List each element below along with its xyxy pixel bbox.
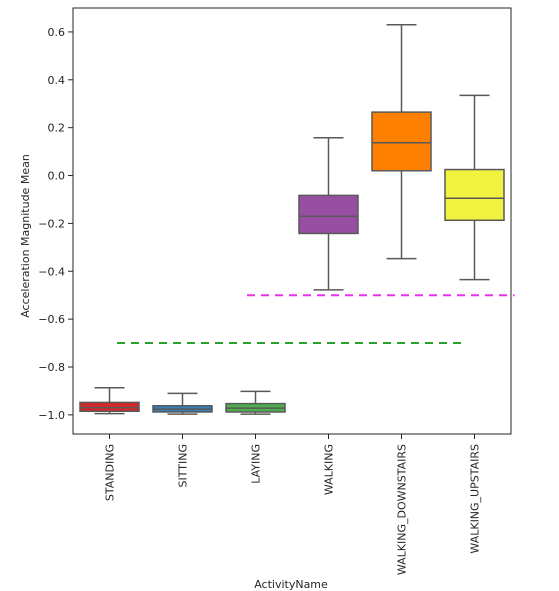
y-tick-label: −0.6 [38,313,65,326]
y-axis: 0.6 0.4 0.2 0.0 −0.2 −0.4 −0.6 −0.8 −1.0 [38,26,73,422]
y-tick-label: 0.4 [48,74,66,87]
y-tick-label: −1.0 [38,409,65,422]
box-standing [79,387,140,415]
y-tick-label: 0.0 [48,170,66,183]
x-axis-label: ActivityName [254,578,328,591]
y-tick-label: 0.2 [48,122,66,135]
plot-area [72,7,512,435]
x-axis: STANDING SITTING LAYING WALKING WALKING_DOWN… [104,434,482,575]
plot-border [72,7,512,435]
box-body [79,401,140,413]
box-body [298,194,359,235]
reference-lines [117,294,515,345]
x-tick-label-walking-downstairs: WALKING_DOWNSTAIRS [396,444,409,575]
box-body [371,111,432,172]
x-tick-label-walking: WALKING [323,444,336,495]
box-walking-downstairs [371,24,432,260]
y-axis-label: Acceleration Magnitude Mean [19,154,32,318]
y-tick-label: −0.2 [38,217,65,230]
y-tick-label: 0.6 [48,26,66,39]
y-tick-label: −0.4 [38,265,65,278]
box-walking [298,136,359,291]
x-tick-label-laying: LAYING [250,444,263,484]
x-tick-label-walking-upstairs: WALKING_UPSTAIRS [469,444,482,554]
x-tick-label-standing: STANDING [104,444,117,501]
x-tick-label-sitting: SITTING [177,444,190,487]
box-body [444,168,505,222]
box-laying [225,390,286,415]
box-sitting [152,392,213,415]
y-tick-label: −0.8 [38,361,65,374]
box-walking-upstairs [444,94,505,281]
box-plot-boxes [79,24,505,415]
